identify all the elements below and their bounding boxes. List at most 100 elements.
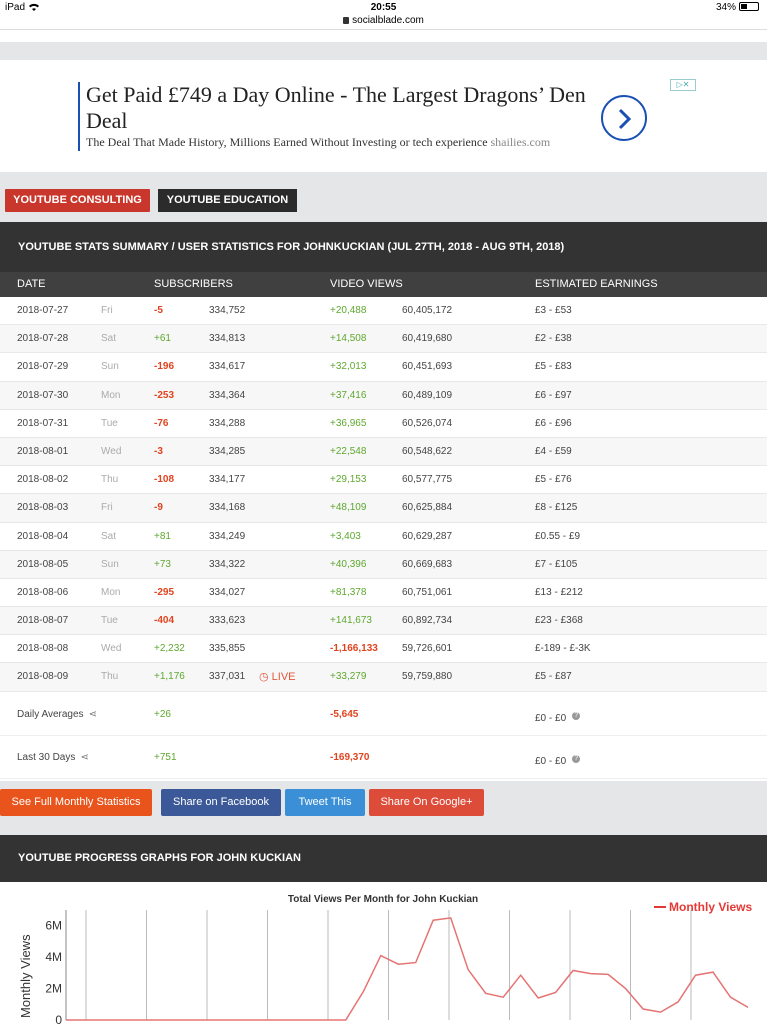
battery-percent: 34% — [715, 2, 736, 13]
col-date: DATE — [17, 278, 46, 290]
row-date: 2018-08-02 — [17, 474, 69, 486]
row-sub-delta: -196 — [154, 361, 175, 373]
ad-banner[interactable]: Get Paid £749 a Day Online - The Largest… — [0, 60, 767, 172]
last-30-days-label: Last 30 Days ⋖ — [17, 736, 89, 779]
row-day: Mon — [101, 389, 121, 401]
device-label: iPad — [5, 2, 26, 13]
row-day: Sat — [101, 333, 117, 345]
row-view-delta: +37,416 — [330, 389, 367, 401]
row-date: 2018-07-29 — [17, 361, 69, 373]
row-subscribers: 334,364 — [209, 389, 246, 401]
row-views: 59,726,601 — [402, 643, 453, 655]
table-row: 2018-08-03 Fri -9 334,168 +48,109 60,625,884 £… — [0, 494, 767, 523]
row-date: 2018-08-08 — [17, 643, 69, 655]
row-day: Wed — [101, 445, 122, 457]
row-views: 60,451,693 — [402, 361, 453, 373]
ad-go-button[interactable] — [601, 95, 647, 141]
row-sub-delta: +81 — [154, 530, 171, 542]
table-row: 2018-07-28 Sat +61 334,813 +14,508 60,419,680… — [0, 325, 767, 354]
row-view-delta: +33,279 — [330, 671, 367, 683]
row-earnings: £2 - £38 — [535, 333, 572, 345]
row-day: Thu — [101, 671, 119, 683]
col-video-views: VIDEO VIEWS — [330, 278, 403, 290]
last-30-days-earnings: £0 - £0? — [535, 740, 581, 783]
share-facebook-button[interactable]: Share on Facebook — [161, 789, 281, 816]
row-sub-delta: -108 — [154, 474, 175, 486]
row-subscribers: 334,177 — [209, 474, 246, 486]
row-views: 60,489,109 — [402, 389, 453, 401]
legend-label[interactable]: Monthly Views — [669, 900, 752, 914]
battery-indicator: 34% — [716, 2, 759, 13]
ad-accent-bar — [78, 82, 80, 151]
row-views: 60,751,061 — [402, 586, 453, 598]
row-date: 2018-08-09 — [17, 671, 69, 683]
row-date: 2018-07-30 — [17, 389, 69, 401]
see-monthly-stats-button[interactable]: See Full Monthly Statistics — [0, 789, 152, 816]
row-day: Fri — [101, 305, 113, 316]
row-subscribers: 334,322 — [209, 558, 246, 570]
row-day: Sat — [101, 530, 117, 542]
daily-averages-row: Daily Averages ⋖ +26 -5,645 £0 - £0? — [0, 693, 767, 736]
row-earnings: £5 - £87 — [535, 671, 572, 683]
y-tick-label: 4M — [45, 950, 62, 964]
table-header: DATE SUBSCRIBERS VIDEO VIEWS ESTIMATED E… — [0, 272, 767, 297]
row-day: Wed — [101, 643, 122, 655]
row-day: Sun — [101, 558, 119, 570]
daily-averages-views: -5,645 — [330, 709, 359, 720]
row-date: 2018-07-31 — [17, 417, 69, 429]
share-icon[interactable]: ⋖ — [80, 752, 89, 763]
ad-title[interactable]: Get Paid £749 a Day Online - The Largest… — [86, 82, 586, 133]
col-subscribers: SUBSCRIBERS — [154, 278, 233, 290]
y-tick-label: 0 — [55, 1013, 62, 1024]
row-day: Fri — [101, 502, 113, 514]
row-view-delta: +3,403 — [330, 530, 361, 542]
stats-table: 2018-07-27 Fri -5 334,752 +20,488 60,405,172 £… — [0, 297, 767, 692]
table-row: 2018-07-27 Fri -5 334,752 +20,488 60,405,172 £… — [0, 297, 767, 326]
url-text: socialblade.com — [352, 15, 424, 26]
row-earnings: £7 - £105 — [535, 558, 578, 570]
tweet-button[interactable]: Tweet This — [285, 789, 365, 816]
help-icon[interactable]: ? — [572, 755, 581, 763]
row-sub-delta: +61 — [154, 333, 171, 345]
status-bar: iPad 20:55 socialblade.com 34% — [0, 0, 767, 30]
adchoices-icon[interactable]: ▷✕ — [670, 79, 696, 91]
row-subscribers: 335,855 — [209, 643, 246, 655]
share-icon[interactable]: ⋖ — [88, 709, 97, 720]
live-badge[interactable]: ◷ LIVE — [259, 663, 296, 691]
action-bar: See Full Monthly Statistics Share on Fac… — [0, 781, 767, 835]
address-bar[interactable]: socialblade.com — [0, 15, 767, 26]
row-date: 2018-08-04 — [17, 530, 69, 542]
chart-svg: Total Views Per Month for John Kuckian M… — [18, 894, 752, 1027]
clock: 20:55 — [370, 2, 397, 13]
row-earnings: £5 - £76 — [535, 474, 572, 486]
row-date: 2018-07-27 — [17, 305, 69, 316]
youtube-education-button[interactable]: YOUTUBE EDUCATION — [158, 189, 297, 212]
daily-averages-label: Daily Averages ⋖ — [17, 693, 97, 736]
row-day: Tue — [101, 417, 118, 429]
table-row: 2018-07-29 Sun -196 334,617 +32,013 60,451,69… — [0, 353, 767, 382]
ad-subtitle: The Deal That Made History, Millions Ear… — [86, 135, 550, 150]
col-earnings: ESTIMATED EARNINGS — [535, 278, 658, 290]
help-icon[interactable]: ? — [572, 712, 581, 720]
row-earnings: £8 - £125 — [535, 502, 578, 514]
table-row: 2018-08-04 Sat +81 334,249 +3,403 60,629,287 £… — [0, 523, 767, 551]
youtube-consulting-button[interactable]: YOUTUBE CONSULTING — [5, 189, 150, 212]
table-row: 2018-08-08 Wed +2,232 335,855 -1,166,133 59,7… — [0, 635, 767, 664]
row-day: Sun — [101, 361, 119, 373]
row-subscribers: 334,168 — [209, 502, 246, 514]
row-subscribers: 334,027 — [209, 586, 246, 598]
daily-averages-earnings-text: £0 - £0 — [535, 713, 567, 724]
row-view-delta: +20,488 — [330, 305, 367, 316]
row-views: 60,548,622 — [402, 445, 453, 457]
row-subscribers: 337,031 — [209, 671, 246, 683]
row-earnings: £0.55 - £9 — [535, 530, 581, 542]
share-google-button[interactable]: Share On Google+ — [369, 789, 484, 816]
row-views: 59,759,880 — [402, 671, 453, 683]
ad-subtitle-text: The Deal That Made History, Millions Ear… — [86, 135, 488, 149]
last-30-days-text: Last 30 Days — [17, 752, 76, 763]
row-day: Thu — [101, 474, 119, 486]
row-earnings: £6 - £96 — [535, 417, 572, 429]
row-date: 2018-08-07 — [17, 615, 69, 627]
daily-averages-text: Daily Averages — [17, 709, 84, 720]
table-row: 2018-08-07 Tue -404 333,623 +141,673 60,892,7… — [0, 607, 767, 636]
